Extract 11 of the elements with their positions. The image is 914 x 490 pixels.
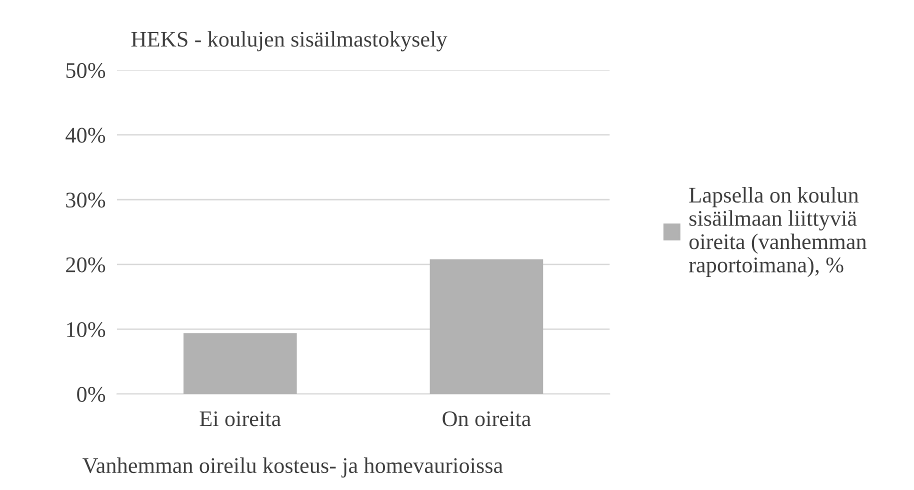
y-tick-label: 20% — [66, 257, 106, 272]
x-tick-label: On oireita — [442, 411, 531, 426]
x-axis-title: Vanhemman oireilu kosteus- ja homevaurioissa — [82, 457, 503, 478]
y-tick-label: 50% — [66, 63, 106, 78]
x-tick-label: Ei oireita — [200, 411, 281, 426]
legend-label: Lapsella on koulun sisäilmaan liittyviä oireita (vanhemman raportoimana), % — [689, 187, 867, 277]
y-tick-label: 0% — [77, 386, 106, 402]
chart-title: HEKS - koulujen sisäilmastokysely — [131, 31, 448, 52]
y-tick-label: 10% — [67, 322, 106, 338]
y-tick-label: 30% — [66, 192, 106, 208]
y-tick-label: 40% — [66, 128, 106, 143]
